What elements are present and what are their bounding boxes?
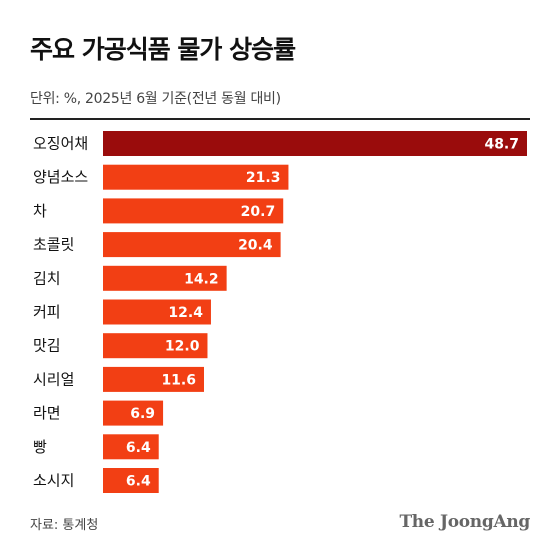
bar-7: [103, 333, 208, 359]
value-label: 12.4: [168, 305, 203, 321]
value-label: 6.9: [130, 406, 155, 422]
category-label: 초콜릿: [33, 236, 74, 254]
bar-8: [103, 366, 204, 392]
brand-logo: The JoongAng: [399, 512, 530, 532]
bar-5: [103, 265, 227, 291]
category-label: 시리얼: [33, 370, 74, 388]
category-label: 김치: [33, 269, 61, 287]
source-note: 자료: 통계청: [30, 518, 99, 533]
bar-10: [103, 434, 159, 460]
bar-2: [103, 164, 289, 190]
value-label: 21.3: [246, 170, 281, 186]
bar-4: [103, 232, 281, 258]
category-label: 오징어채: [33, 135, 88, 153]
bar-11: [103, 468, 159, 493]
category-label: 소시지: [33, 472, 74, 490]
bar-9: [103, 400, 164, 426]
value-label: 14.2: [184, 271, 219, 287]
bar-3: [103, 198, 284, 224]
value-label: 48.7: [484, 137, 519, 153]
value-label: 20.7: [241, 204, 276, 220]
value-label: 6.4: [126, 474, 151, 490]
bar-6: [103, 299, 211, 325]
category-label: 라면: [33, 404, 61, 422]
category-label: 커피: [33, 303, 61, 321]
category-label: 빵: [33, 438, 47, 456]
chart-title: 주요 가공식품 물가 상승률: [30, 35, 296, 64]
value-label: 12.0: [165, 339, 200, 355]
value-label: 20.4: [238, 238, 273, 254]
category-label: 차: [33, 202, 47, 220]
chart-subtitle: 단위: %, 2025년 6월 기준(전년 동월 대비): [30, 91, 281, 107]
category-label: 맛김: [33, 337, 61, 355]
value-label: 6.4: [126, 440, 151, 456]
category-label: 양념소스: [33, 168, 88, 186]
bar-1: [103, 131, 527, 156]
value-label: 11.6: [161, 372, 196, 388]
header-divider: [30, 118, 530, 120]
